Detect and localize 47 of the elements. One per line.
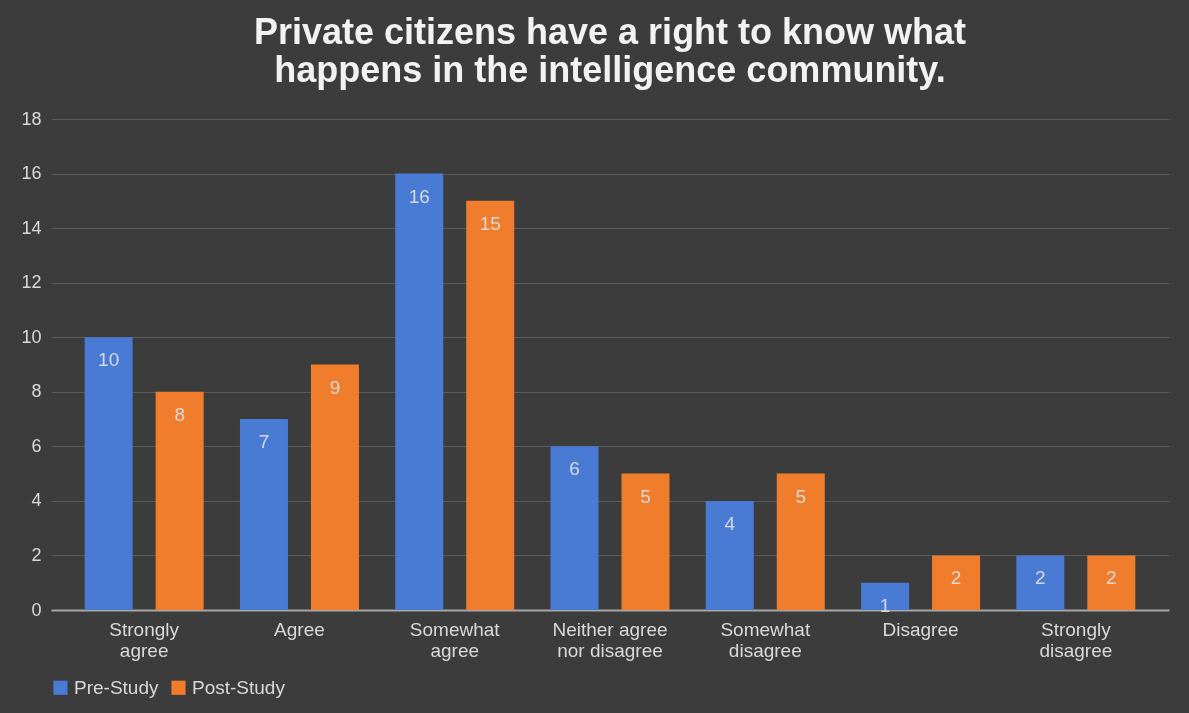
y-tick-label: 10	[21, 326, 42, 347]
legend-label: Post-Study	[192, 676, 286, 698]
data-label: 7	[258, 431, 270, 453]
bar	[1087, 555, 1136, 610]
y-tick-label: 12	[21, 272, 42, 293]
data-label: 6	[569, 458, 580, 480]
y-tick-label: 4	[31, 490, 42, 511]
bar	[239, 419, 288, 610]
bar	[932, 555, 981, 610]
legend-label: Pre-Study	[74, 676, 159, 698]
bar	[310, 364, 359, 610]
y-tick-label: 2	[31, 544, 42, 565]
data-label: 2	[1035, 567, 1046, 589]
bar	[84, 337, 133, 610]
y-tick-label: 14	[21, 217, 42, 238]
x-tick-label: Neither agree nor disagree	[552, 618, 668, 661]
bar	[621, 473, 670, 610]
bar	[395, 173, 444, 610]
data-label: 9	[329, 376, 341, 398]
x-tick-label: Somewhat disagree	[720, 618, 811, 661]
bar	[550, 446, 599, 610]
data-label: 4	[724, 512, 736, 534]
y-tick-label: 0	[31, 599, 42, 620]
y-tick-label: 18	[21, 108, 42, 129]
data-label: 2	[950, 567, 962, 589]
data-label: 8	[174, 403, 185, 425]
data-label: 15	[479, 212, 501, 234]
y-tick-label: 6	[31, 435, 42, 456]
data-label: 5	[640, 485, 651, 507]
bar	[466, 200, 515, 610]
data-label: 10	[98, 349, 120, 371]
x-tick-label: Agree	[274, 618, 325, 640]
chart-title: Private citizens have a right to know what happens in the intelligence community.	[253, 11, 967, 90]
x-tick-label: Disagree	[882, 618, 959, 640]
x-tick-label: Somewhat agree	[409, 618, 501, 661]
bar	[155, 391, 204, 610]
y-tick-label: 16	[21, 163, 42, 184]
y-tick-label: 8	[31, 381, 42, 402]
bar	[861, 582, 910, 610]
x-tick-label: Strongly agree	[109, 618, 180, 661]
data-label: 5	[795, 485, 807, 507]
x-tick-label: Strongly disagree	[1039, 618, 1113, 661]
bar	[1016, 555, 1065, 610]
data-label: 16	[408, 185, 430, 207]
data-label: 2	[1106, 567, 1117, 589]
bar	[705, 500, 754, 610]
bar	[776, 473, 825, 610]
